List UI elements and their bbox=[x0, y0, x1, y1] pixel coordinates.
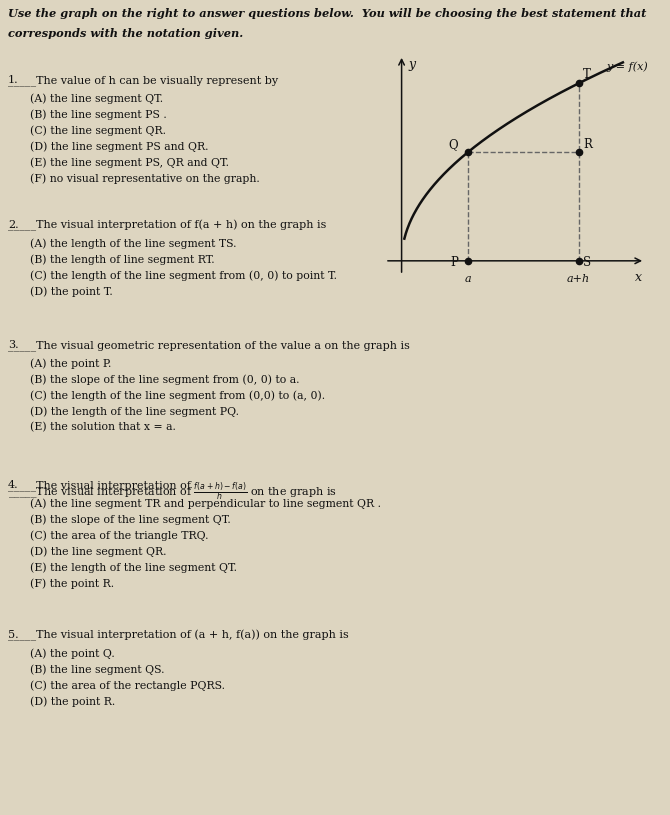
Text: (F) the point R.: (F) the point R. bbox=[30, 578, 114, 588]
Text: (D) the line segment QR.: (D) the line segment QR. bbox=[30, 546, 167, 557]
Text: x: x bbox=[635, 271, 643, 284]
Text: corresponds with the notation given.: corresponds with the notation given. bbox=[8, 28, 243, 39]
Text: 2.: 2. bbox=[8, 220, 19, 230]
Text: _____The visual geometric representation of the value a on the graph is: _____The visual geometric representation… bbox=[8, 340, 410, 350]
Text: (F) no visual representative on the graph.: (F) no visual representative on the grap… bbox=[30, 173, 260, 183]
Text: (A) the line segment QT.: (A) the line segment QT. bbox=[30, 93, 163, 104]
Text: (B) the line segment QS.: (B) the line segment QS. bbox=[30, 664, 165, 675]
Text: (E) the length of the line segment QT.: (E) the length of the line segment QT. bbox=[30, 562, 237, 573]
Text: (D) the point R.: (D) the point R. bbox=[30, 696, 115, 707]
Text: y: y bbox=[408, 58, 415, 71]
Text: _____The visual interpretation of: _____The visual interpretation of bbox=[8, 480, 191, 491]
Text: (C) the line segment QR.: (C) the line segment QR. bbox=[30, 125, 166, 135]
Text: 1.: 1. bbox=[8, 75, 19, 85]
Text: R: R bbox=[583, 138, 592, 151]
Text: 4.: 4. bbox=[8, 480, 19, 490]
Text: Q: Q bbox=[448, 138, 458, 151]
Text: _____The value of h can be visually represent by: _____The value of h can be visually repr… bbox=[8, 75, 278, 86]
Text: (D) the length of the line segment PQ.: (D) the length of the line segment PQ. bbox=[30, 406, 239, 416]
Text: (E) the solution that x = a.: (E) the solution that x = a. bbox=[30, 422, 176, 432]
Text: (B) the slope of the line segment QT.: (B) the slope of the line segment QT. bbox=[30, 514, 230, 525]
Text: (A) the point P.: (A) the point P. bbox=[30, 358, 111, 368]
Text: a+h: a+h bbox=[567, 274, 590, 284]
Text: (C) the length of the line segment from (0,0) to (a, 0).: (C) the length of the line segment from … bbox=[30, 390, 325, 400]
Text: _____The visual interpretation of $\frac{f(a+h)-f(a)}{h}$ on the graph is: _____The visual interpretation of $\frac… bbox=[8, 480, 337, 503]
Text: (E) the line segment PS, QR and QT.: (E) the line segment PS, QR and QT. bbox=[30, 157, 229, 168]
Text: (A) the length of the line segment TS.: (A) the length of the line segment TS. bbox=[30, 238, 237, 249]
Text: (C) the area of the triangle TRQ.: (C) the area of the triangle TRQ. bbox=[30, 530, 208, 540]
Text: Use the graph on the right to answer questions below.  You will be choosing the : Use the graph on the right to answer que… bbox=[8, 8, 647, 19]
Text: T: T bbox=[583, 68, 591, 81]
Text: (B) the line segment PS .: (B) the line segment PS . bbox=[30, 109, 167, 120]
Text: S: S bbox=[583, 256, 591, 269]
Text: _____The visual interpretation of f(a + h) on the graph is: _____The visual interpretation of f(a + … bbox=[8, 220, 326, 231]
Text: 3.: 3. bbox=[8, 340, 19, 350]
Text: _____The visual interpretation of (a + h, f(a)) on the graph is: _____The visual interpretation of (a + h… bbox=[8, 630, 349, 641]
Text: (B) the slope of the line segment from (0, 0) to a.: (B) the slope of the line segment from (… bbox=[30, 374, 299, 385]
Text: (C) the area of the rectangle PQRS.: (C) the area of the rectangle PQRS. bbox=[30, 680, 225, 690]
Text: (D) the line segment PS and QR.: (D) the line segment PS and QR. bbox=[30, 141, 208, 152]
Text: (A) the line segment TR and perpendicular to line segment QR .: (A) the line segment TR and perpendicula… bbox=[30, 498, 381, 509]
Text: (B) the length of line segment RT.: (B) the length of line segment RT. bbox=[30, 254, 214, 265]
Text: (A) the point Q.: (A) the point Q. bbox=[30, 648, 115, 659]
Text: (D) the point T.: (D) the point T. bbox=[30, 286, 113, 297]
Text: 5.: 5. bbox=[8, 630, 19, 640]
Text: (C) the length of the line segment from (0, 0) to point T.: (C) the length of the line segment from … bbox=[30, 270, 337, 280]
Text: P: P bbox=[450, 256, 458, 269]
Text: y = f(x): y = f(x) bbox=[606, 62, 648, 73]
Text: a: a bbox=[465, 274, 471, 284]
